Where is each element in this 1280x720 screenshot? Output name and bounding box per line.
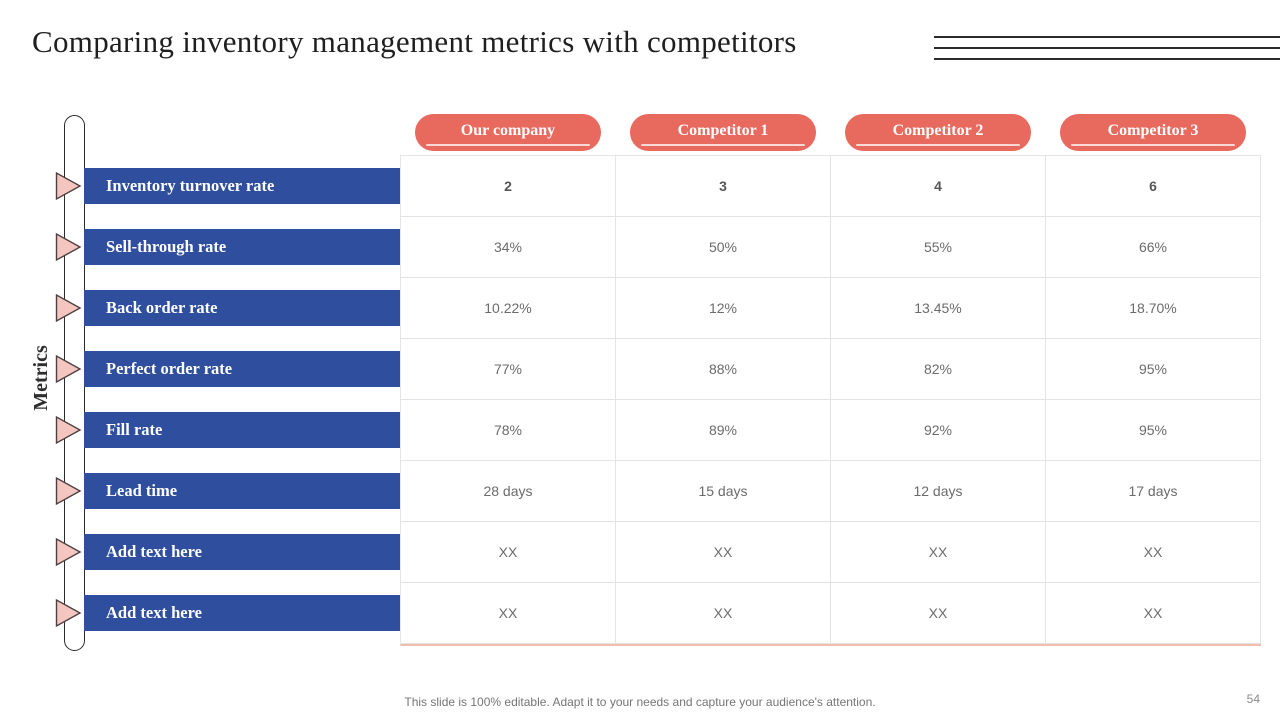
table-cell[interactable]: 10.22% xyxy=(401,278,616,339)
table-cell[interactable]: 3 xyxy=(616,156,831,217)
table-cell[interactable]: 78% xyxy=(401,400,616,461)
metric-row-label[interactable]: Lead time xyxy=(84,473,400,509)
table-cell[interactable]: 4 xyxy=(831,156,1046,217)
table-cell[interactable]: 89% xyxy=(616,400,831,461)
metric-row-label[interactable]: Back order rate xyxy=(84,290,400,326)
arrow-right-triangle-icon xyxy=(55,354,82,384)
column-header-competitor-3[interactable]: Competitor 3 xyxy=(1060,114,1246,151)
table-cell-placeholder[interactable]: XX xyxy=(616,522,831,583)
title-decoration-line xyxy=(934,36,1280,38)
table-cell-placeholder[interactable]: XX xyxy=(1046,522,1261,583)
table-cell[interactable]: 66% xyxy=(1046,217,1261,278)
metric-row-label[interactable]: Fill rate xyxy=(84,412,400,448)
table-cell[interactable]: 12 days xyxy=(831,461,1046,522)
arrow-right-triangle-icon xyxy=(55,171,82,201)
title-decoration-line xyxy=(934,47,1280,49)
page-number: 54 xyxy=(1246,692,1260,706)
table-cell-placeholder[interactable]: XX xyxy=(401,522,616,583)
table-cell[interactable]: 77% xyxy=(401,339,616,400)
comparison-table: 2 3 4 6 34% 50% 55% 66% 10.22% 12% 13.45… xyxy=(400,155,1261,646)
arrow-right-triangle-icon xyxy=(55,476,82,506)
metric-row-label-placeholder[interactable]: Add text here xyxy=(84,534,400,570)
table-cell[interactable]: 28 days xyxy=(401,461,616,522)
table-cell[interactable]: 88% xyxy=(616,339,831,400)
table-cell[interactable]: 55% xyxy=(831,217,1046,278)
arrow-right-triangle-icon xyxy=(55,598,82,628)
table-cell[interactable]: 95% xyxy=(1046,400,1261,461)
metric-row-label[interactable]: Perfect order rate xyxy=(84,351,400,387)
table-cell[interactable]: 13.45% xyxy=(831,278,1046,339)
column-header-competitor-2[interactable]: Competitor 2 xyxy=(845,114,1031,151)
table-cell-placeholder[interactable]: XX xyxy=(401,583,616,644)
table-cell-placeholder[interactable]: XX xyxy=(616,583,831,644)
table-cell[interactable]: 34% xyxy=(401,217,616,278)
arrow-right-triangle-icon xyxy=(55,293,82,323)
arrow-right-triangle-icon xyxy=(55,232,82,262)
column-header-our-company[interactable]: Our company xyxy=(415,114,601,151)
metric-row-label[interactable]: Sell-through rate xyxy=(84,229,400,265)
page-title[interactable]: Comparing inventory management metrics w… xyxy=(32,24,797,59)
table-cell-placeholder[interactable]: XX xyxy=(831,522,1046,583)
footer-note: This slide is 100% editable. Adapt it to… xyxy=(404,695,876,709)
arrow-right-triangle-icon xyxy=(55,537,82,567)
table-cell[interactable]: 82% xyxy=(831,339,1046,400)
table-cell[interactable]: 2 xyxy=(401,156,616,217)
table-cell[interactable]: 18.70% xyxy=(1046,278,1261,339)
table-cell[interactable]: 15 days xyxy=(616,461,831,522)
table-cell[interactable]: 50% xyxy=(616,217,831,278)
table-cell[interactable]: 17 days xyxy=(1046,461,1261,522)
arrow-right-triangle-icon xyxy=(55,415,82,445)
table-cell[interactable]: 92% xyxy=(831,400,1046,461)
table-cell-placeholder[interactable]: XX xyxy=(1046,583,1261,644)
table-cell-placeholder[interactable]: XX xyxy=(831,583,1046,644)
table-cell[interactable]: 12% xyxy=(616,278,831,339)
table-cell[interactable]: 6 xyxy=(1046,156,1261,217)
metric-row-label-placeholder[interactable]: Add text here xyxy=(84,595,400,631)
table-cell[interactable]: 95% xyxy=(1046,339,1261,400)
metrics-axis-label: Metrics xyxy=(30,345,52,411)
title-decoration-line xyxy=(934,58,1280,60)
column-header-competitor-1[interactable]: Competitor 1 xyxy=(630,114,816,151)
metric-row-label[interactable]: Inventory turnover rate xyxy=(84,168,400,204)
